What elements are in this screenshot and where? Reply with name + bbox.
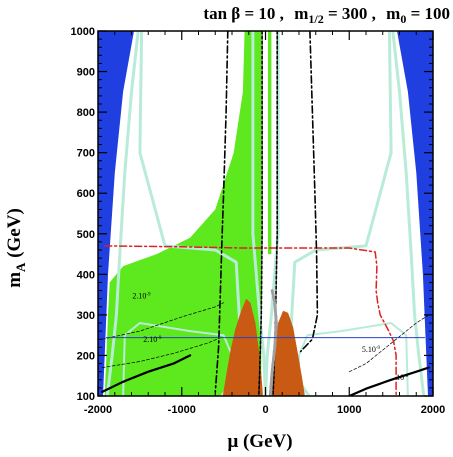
contour-red-dashdot	[103, 245, 397, 396]
region-excluded-blue-right	[397, 31, 433, 396]
contour-black-thin-dashed-2	[101, 336, 223, 368]
y-tick-label: 600	[77, 188, 95, 200]
title-m12-main: m	[294, 4, 308, 23]
contour-annotation-1: 2.10-9	[143, 335, 162, 344]
title-m12-sub: 1/2	[308, 12, 323, 26]
y-axis-label-main: m	[4, 272, 25, 288]
contour-annotation-0-exponent: -9	[146, 293, 151, 298]
contour-black-dashdot-right	[299, 31, 319, 353]
title-tanb: tan β = 10 ,	[203, 4, 284, 23]
contour-black-thin-dashed-1	[101, 302, 224, 340]
contour-black-thick-left	[101, 354, 192, 393]
contour-annotation-0: 2.10-9	[132, 292, 151, 301]
y-axis-label-rest: (GeV)	[4, 208, 25, 262]
y-tick-label: 1000	[71, 26, 95, 38]
contour-pale-loop-right	[298, 322, 409, 396]
contour-annotation-0-value: 2.10	[132, 292, 146, 301]
contour-annotation-1-value: 2.10	[143, 335, 157, 344]
y-tick-label: 700	[77, 148, 95, 160]
contour-annotation-2-value: 5.10	[362, 345, 376, 354]
contour-annotation-3-value: 10	[396, 373, 404, 382]
plot-area: 2.10-92.10-95.10-910-8	[98, 31, 433, 396]
y-axis-label: mA (GeV)	[4, 208, 28, 288]
y-tick-label: 200	[77, 350, 95, 362]
chart-title: tan β = 10 , m1/2 = 300 , m0 = 100	[203, 4, 450, 26]
y-axis-label-sub: A	[13, 262, 28, 272]
axis-ticks: -2000 -1000 0 1000 2000 100 200 300 400 500 600 700…	[71, 26, 446, 416]
region-brown-left	[222, 298, 263, 396]
region-allowed-green-strip	[268, 31, 272, 255]
y-tick-label: 100	[77, 391, 95, 403]
title-m0-val: = 100	[406, 4, 450, 23]
contour-annotation-3-exponent: -8	[404, 374, 409, 379]
y-tick-label: 300	[77, 310, 95, 322]
contour-grey-dashed-center	[269, 289, 278, 396]
title-m12-val: = 300 ,	[324, 4, 376, 23]
title-m0-main: m	[386, 4, 400, 23]
y-tick-label: 900	[77, 67, 95, 79]
x-axis-label: μ (GeV)	[227, 431, 292, 452]
region-excluded-blue-left	[98, 31, 134, 396]
region-allowed-green	[104, 31, 262, 396]
x-tick-label: 0	[262, 404, 268, 416]
contour-pale-outer-left	[105, 31, 140, 396]
y-tick-label: 800	[77, 107, 95, 119]
contour-pale-outer-right	[391, 31, 426, 396]
x-tick-label: -2000	[84, 404, 112, 416]
x-tick-label: 2000	[421, 404, 445, 416]
x-tick-label: -1000	[168, 404, 196, 416]
contour-annotation-2: 5.10-9	[362, 345, 381, 354]
contour-annotation-2-exponent: -9	[376, 346, 381, 351]
contour-annotation-3: 10-8	[396, 373, 409, 382]
contour-pale-center-left	[251, 31, 267, 396]
y-tick-label: 400	[77, 269, 95, 281]
contour-black-dotted-center-right	[272, 31, 279, 396]
contour-black-thick-right	[348, 366, 430, 396]
y-tick-label: 500	[77, 229, 95, 241]
contour-annotation-1-exponent: -9	[157, 336, 162, 341]
region-brown-right	[268, 310, 305, 396]
contour-black-thin-dashed-right	[348, 314, 430, 373]
x-tick-label: 1000	[337, 404, 361, 416]
contour-black-dashdot-left	[214, 31, 229, 393]
title-m0-sub: 0	[400, 12, 406, 26]
contour-black-dotted-center-left	[257, 31, 263, 396]
